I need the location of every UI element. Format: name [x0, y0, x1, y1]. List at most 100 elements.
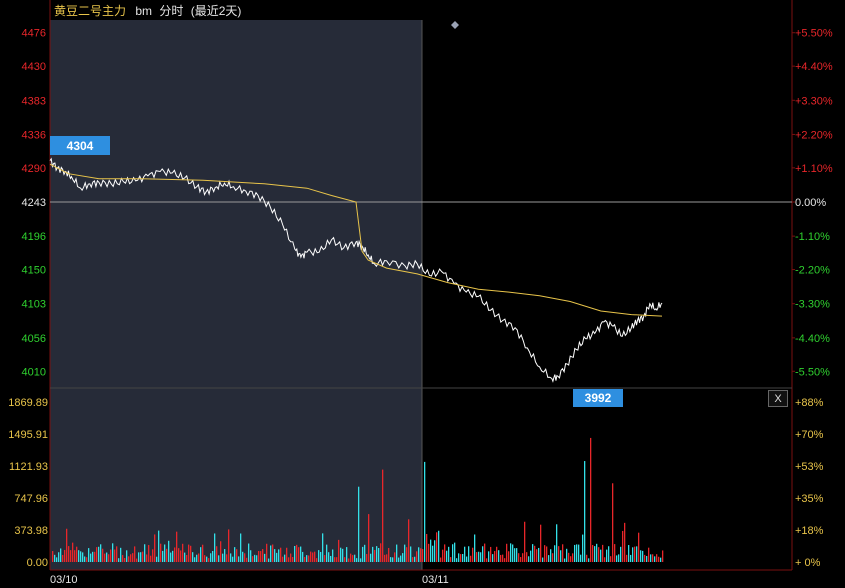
price-tick-label: 4010 [22, 366, 46, 378]
price-tick-label: 4290 [22, 163, 46, 175]
volume-bar [206, 556, 208, 562]
volume-bar [560, 550, 562, 562]
volume-bar [554, 545, 556, 562]
volume-bar [516, 548, 518, 562]
day1-shade [50, 20, 422, 570]
volume-bar [470, 555, 472, 562]
volume-bar [572, 553, 574, 562]
volume-bar [552, 553, 554, 562]
volume-bar [544, 545, 546, 562]
volume-bar [120, 547, 122, 562]
volume-bar [508, 551, 510, 562]
volume-bar [504, 558, 506, 562]
volume-bar [546, 546, 548, 562]
volume-bar [410, 546, 412, 562]
volume-bar [346, 547, 348, 562]
volume-bar [244, 553, 246, 562]
volume-bar [96, 547, 98, 562]
volume-bar [88, 548, 90, 562]
volume-bar [136, 558, 138, 562]
volume-bar [414, 556, 416, 562]
volume-bar [154, 534, 156, 562]
volume-bar [76, 546, 78, 562]
volume-bar [114, 549, 116, 562]
volume-bar [166, 548, 168, 562]
volume-bar [268, 558, 270, 562]
volume-bar [426, 533, 428, 562]
volume-bar [502, 554, 504, 562]
volume-bar [324, 555, 326, 562]
volume-bar [624, 522, 626, 562]
volume-bar [360, 558, 362, 562]
volume-bar [276, 552, 278, 562]
volume-tick-label: 747.96 [14, 493, 48, 505]
volume-bar [618, 554, 620, 562]
volume-bar [380, 543, 382, 562]
volume-bar [260, 551, 262, 562]
volume-bar [228, 529, 230, 562]
volume-bar [638, 532, 640, 562]
volume-bar [198, 553, 200, 562]
volume-bar [84, 556, 86, 562]
volume-bar [416, 551, 418, 562]
volume-bar [60, 548, 62, 562]
volume-bar [434, 540, 436, 562]
volume-bar [140, 552, 142, 562]
volume-bar [92, 551, 94, 562]
volume-bar [144, 544, 146, 562]
low-price-label: 3992 [573, 389, 623, 407]
volume-bar [162, 550, 164, 562]
volume-bar [462, 554, 464, 562]
volume-bar [356, 558, 358, 562]
volume-bar [352, 555, 354, 562]
volume-bar [494, 551, 496, 562]
volume-bar [68, 546, 70, 562]
volume-bar [456, 558, 458, 562]
volume-bar [452, 544, 454, 562]
volume-bar [54, 554, 56, 562]
volume-bar [294, 545, 296, 562]
volume-bar [142, 551, 144, 562]
volume-bar [574, 544, 576, 562]
volume-bar [182, 543, 184, 562]
price-tick-label: 4103 [22, 299, 46, 311]
volume-bar [662, 550, 664, 562]
volume-bar [398, 557, 400, 562]
volume-bar [58, 552, 60, 562]
volume-bar [336, 557, 338, 562]
volume-bar [146, 554, 148, 562]
volume-bar [530, 550, 532, 562]
volume-bar [350, 553, 352, 562]
close-volume-panel-button[interactable]: X [768, 390, 788, 407]
volume-bar [454, 542, 456, 562]
volume-bar [620, 546, 622, 562]
volume-bar [94, 551, 96, 562]
percent-tick-label: +3.30% [795, 95, 833, 107]
high-price-label: 4304 [50, 136, 110, 155]
volume-bar [468, 546, 470, 562]
volume-bar [556, 524, 558, 562]
volume-bar [412, 557, 414, 562]
volume-bar [90, 553, 92, 562]
volume-bar [568, 552, 570, 562]
volume-bar [248, 543, 250, 562]
volume-bar [536, 549, 538, 562]
volume-bar [526, 552, 528, 562]
volume-bar [176, 531, 178, 562]
volume-bar [284, 554, 286, 562]
volume-bar [338, 539, 340, 562]
volume-bar [656, 554, 658, 562]
volume-bar [282, 556, 284, 562]
volume-bar [80, 551, 82, 562]
volume-bar [660, 557, 662, 562]
volume-bar [148, 545, 150, 562]
volume-bar [238, 556, 240, 562]
volume-bar [108, 554, 110, 562]
volume-bar [368, 514, 370, 562]
volume-bar [386, 554, 388, 562]
volume-bar [298, 547, 300, 562]
volume-bar [332, 549, 334, 562]
price-line [49, 157, 663, 383]
volume-bar [576, 544, 578, 562]
volume-bar [450, 557, 452, 562]
